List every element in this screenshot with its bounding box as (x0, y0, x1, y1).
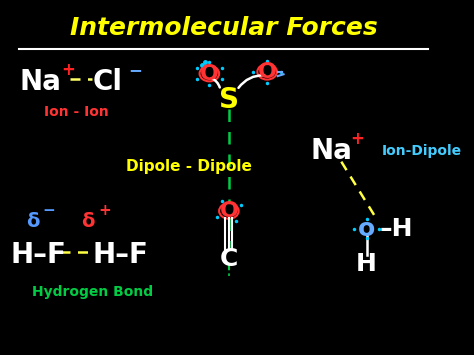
Text: +: + (61, 61, 75, 79)
Text: Na: Na (310, 137, 352, 165)
Text: o: o (358, 217, 375, 241)
Text: –H: –H (380, 217, 413, 241)
Text: −: − (128, 61, 142, 79)
Text: Hydrogen Bond: Hydrogen Bond (33, 285, 154, 299)
Text: H–F: H–F (10, 241, 66, 269)
Text: δ: δ (26, 212, 39, 231)
Text: O: O (219, 201, 238, 221)
Text: Dipole - Dipole: Dipole - Dipole (126, 159, 252, 174)
Text: Intermolecular Forces: Intermolecular Forces (70, 16, 377, 40)
Text: Ion-Dipole: Ion-Dipole (381, 144, 462, 158)
Text: Cl: Cl (92, 69, 122, 97)
Text: Ion - Ion: Ion - Ion (44, 105, 109, 119)
Text: δ: δ (82, 212, 95, 231)
Text: +: + (351, 130, 365, 148)
Text: −: − (43, 203, 55, 218)
Text: O: O (200, 64, 219, 83)
Text: Na: Na (19, 69, 61, 97)
Text: S: S (219, 86, 239, 114)
Text: +: + (98, 203, 111, 218)
Text: H–F: H–F (92, 241, 148, 269)
Text: O: O (257, 62, 277, 82)
Text: C: C (220, 246, 238, 271)
Text: H: H (356, 252, 377, 276)
